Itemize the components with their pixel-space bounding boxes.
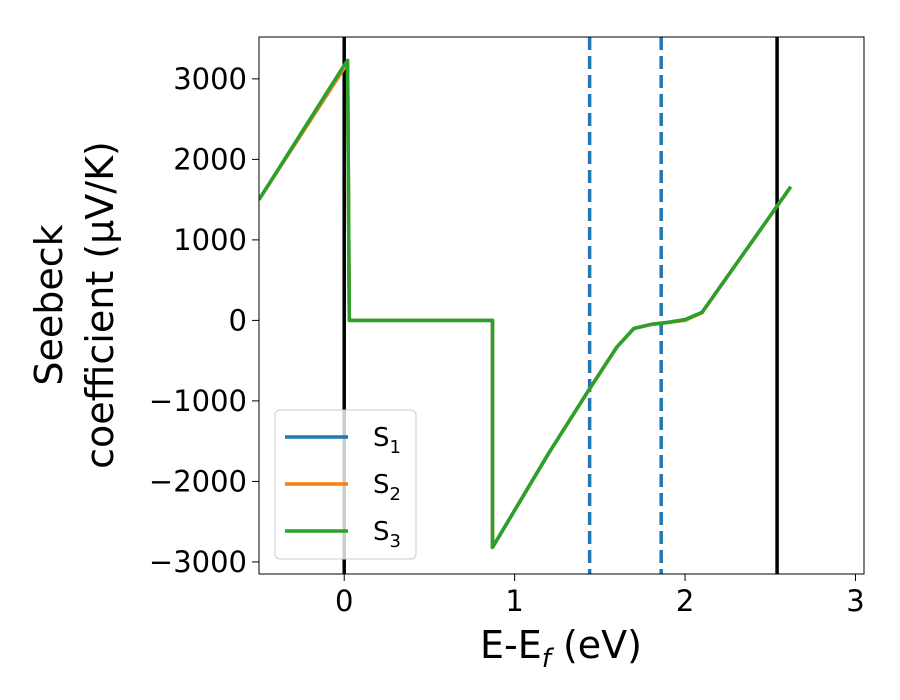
y-tick-label: 2000 — [173, 142, 247, 176]
y-tick-label: −1000 — [149, 384, 247, 418]
series-line-s3 — [259, 58, 793, 550]
legend-label-s3: S3 — [373, 517, 401, 552]
x-axis: 0 1 2 3 — [335, 574, 865, 618]
legend: S1 S2 S3 — [274, 409, 417, 560]
y-tick-label: −3000 — [149, 545, 247, 579]
x-axis-title-unit: (eV) — [551, 623, 642, 667]
x-tick-label: 3 — [846, 584, 864, 618]
y-tick-label: −2000 — [149, 464, 247, 498]
x-tick-label: 1 — [505, 584, 523, 618]
y-axis-title-line1: Seebeck — [27, 224, 71, 385]
x-axis-title: E-Ef (eV) — [480, 623, 642, 674]
legend-label-s2: S2 — [373, 470, 401, 505]
y-axis-title-line2: coefficient (μV/K) — [78, 141, 122, 469]
y-tick-label: 1000 — [173, 223, 247, 257]
series-lines — [259, 58, 793, 550]
legend-label-s1: S1 — [373, 423, 401, 458]
x-tick-label: 2 — [676, 584, 694, 618]
y-axis: 3000 2000 1000 0 −1000 −2000 −3000 — [149, 62, 259, 579]
y-axis-title: Seebeck coefficient (μV/K) — [27, 141, 122, 469]
plot-frame — [258, 36, 865, 575]
y-tick-label: 3000 — [173, 62, 247, 96]
x-tick-label: 0 — [335, 584, 353, 618]
y-tick-label: 0 — [229, 303, 247, 337]
